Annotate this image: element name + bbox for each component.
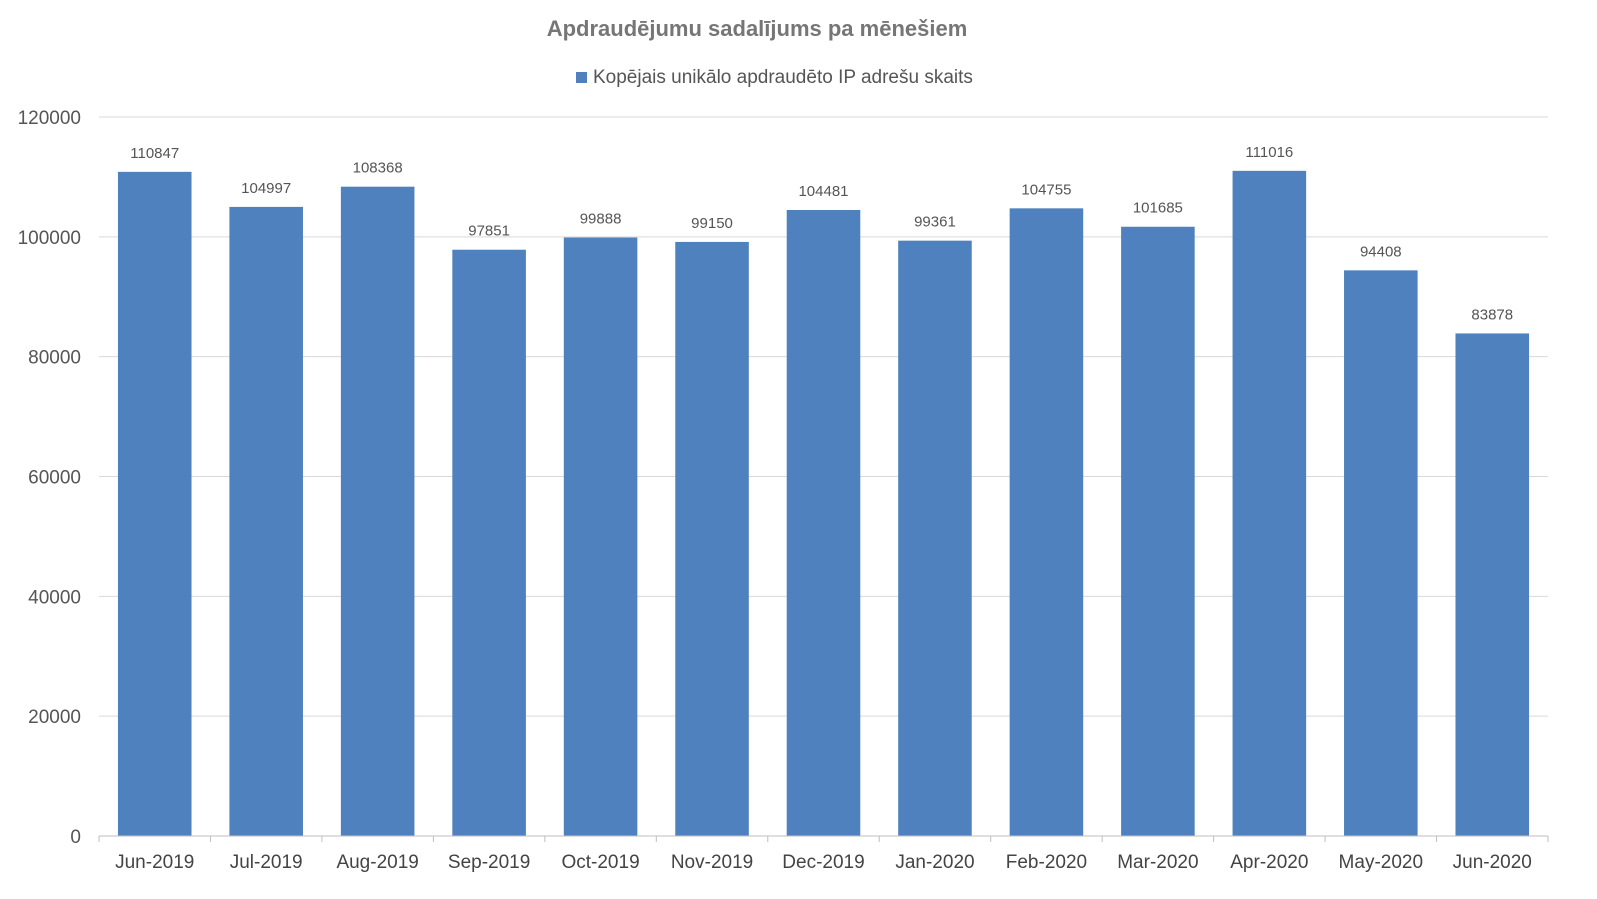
data-label-Nov-2019: 99150: [691, 215, 733, 232]
x-tick-label-Jan-2020: Jan-2020: [895, 852, 974, 873]
x-axis: Jun-2019 Jul-2019 Aug-2019 Sep-2019 Oct-2019…: [98, 835, 1549, 873]
data-label-Oct-2019: 99888: [580, 211, 622, 228]
x-tick-label-Jun-2020: Jun-2020: [1453, 852, 1532, 873]
x-tick-label-Sep-2019: Sep-2019: [448, 852, 530, 873]
data-label-Jul-2019: 104997: [241, 180, 291, 197]
legend: Kopējais unikālo apdraudēto IP adrešu sk…: [576, 67, 973, 88]
data-label-May-2020: 94408: [1360, 243, 1402, 260]
bar-Oct-2019: [563, 237, 638, 836]
data-label-Dec-2019: 104481: [798, 183, 848, 200]
x-tick-label-Aug-2019: Aug-2019: [336, 852, 418, 873]
y-tick-label: 20000: [28, 707, 81, 728]
y-tick-label: 80000: [28, 348, 81, 369]
bar-Apr-2020: [1232, 170, 1307, 837]
chart-title: Apdraudējumu sadalījums pa mēnešiem: [547, 16, 968, 41]
x-tick-label-Oct-2019: Oct-2019: [561, 852, 639, 873]
data-label-Jan-2020: 99361: [914, 214, 956, 231]
y-tick-label: 60000: [28, 468, 81, 489]
y-tick-label: 120000: [18, 108, 81, 129]
x-tick-label-Jul-2019: Jul-2019: [230, 852, 303, 873]
legend-swatch: [576, 72, 587, 83]
bars: [117, 170, 1530, 837]
bar-Aug-2019: [340, 186, 415, 836]
bar-Mar-2020: [1121, 226, 1195, 837]
y-tick-label: 0: [70, 827, 81, 848]
bar-Jan-2020: [898, 240, 972, 837]
x-tick-label-Dec-2019: Dec-2019: [782, 852, 864, 873]
y-tick-label: 40000: [28, 587, 81, 608]
data-labels: 110847 104997 108368 97851 99888 99150 104481 9…: [130, 144, 1513, 324]
data-label-Jun-2019: 110847: [130, 145, 179, 162]
bar-Nov-2019: [675, 241, 749, 836]
data-label-Jun-2020: 83878: [1471, 306, 1513, 323]
x-tick-label-Apr-2020: Apr-2020: [1230, 852, 1308, 873]
x-tick-label-Mar-2020: Mar-2020: [1117, 852, 1198, 873]
data-label-Sep-2019: 97851: [468, 223, 510, 240]
bar-Jul-2019: [229, 206, 303, 837]
y-axis: 0 20000 40000 60000 80000 100000 120000: [18, 108, 81, 848]
bar-Sep-2019: [452, 249, 526, 837]
y-tick-label: 100000: [18, 228, 81, 249]
x-tick-label-Nov-2019: Nov-2019: [671, 852, 753, 873]
bar-Feb-2020: [1009, 208, 1084, 836]
legend-label: Kopējais unikālo apdraudēto IP adrešu sk…: [593, 67, 973, 88]
bar-Jun-2020: [1455, 333, 1530, 836]
data-label-Mar-2020: 101685: [1133, 200, 1183, 217]
bar-May-2020: [1344, 270, 1418, 836]
bar-Dec-2019: [786, 209, 861, 836]
data-label-Aug-2019: 108368: [353, 160, 403, 177]
x-tick-label-Feb-2020: Feb-2020: [1006, 852, 1087, 873]
x-tick-label-Jun-2019: Jun-2019: [115, 852, 194, 873]
bar-Jun-2019: [117, 171, 192, 836]
data-label-Apr-2020: 111016: [1245, 144, 1293, 161]
data-label-Feb-2020: 104755: [1021, 181, 1071, 198]
x-tick-label-May-2020: May-2020: [1339, 852, 1424, 873]
